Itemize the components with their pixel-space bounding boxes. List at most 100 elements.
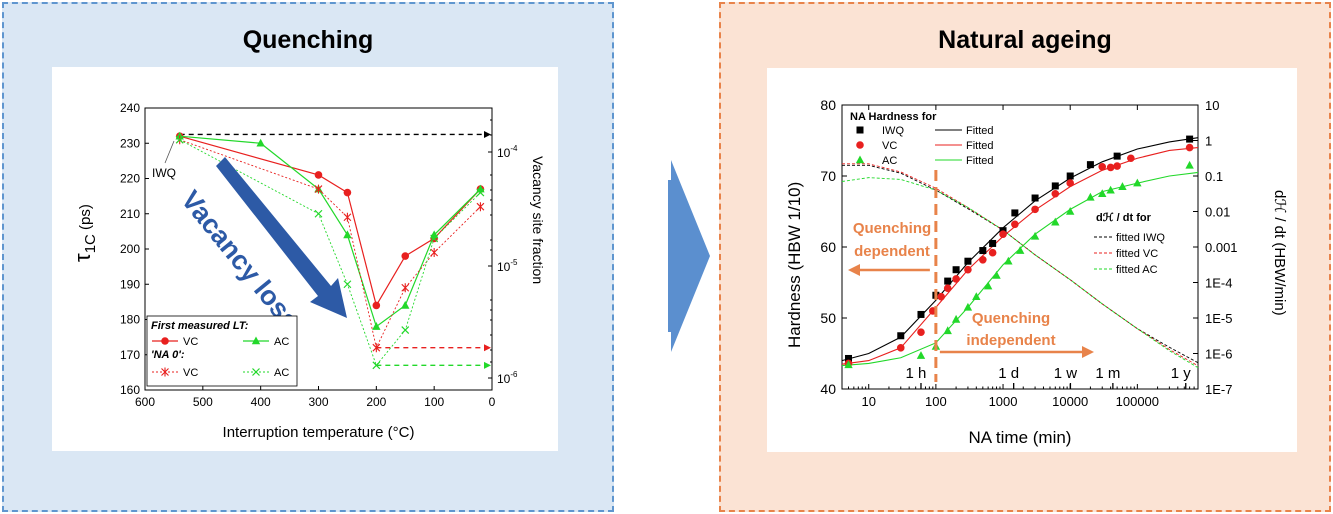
data-point <box>401 300 410 309</box>
data-point <box>897 332 905 340</box>
data-point <box>952 266 960 274</box>
data-point <box>844 360 853 369</box>
data-point <box>972 292 981 300</box>
legend-label: fitted IWQ <box>1116 232 1165 244</box>
data-point <box>1185 160 1194 169</box>
time-marker-label: 1 y <box>1171 365 1192 382</box>
time-marker-label: 1 h <box>906 365 927 382</box>
y-tick-label: 50 <box>820 310 836 326</box>
data-point <box>979 255 987 264</box>
data-point <box>896 344 905 352</box>
data-point <box>983 281 993 290</box>
data-point <box>1066 179 1074 187</box>
y2-tick-exponent: -5 <box>510 258 518 267</box>
legend: First measured LT:VC AC'NA 0':VC AC <box>146 315 298 387</box>
y2-tick-exponent: -6 <box>510 370 518 379</box>
data-point <box>1086 192 1095 201</box>
y-tick-label: 190 <box>120 277 140 291</box>
y2-tick-label: 1E-5 <box>1205 311 1232 326</box>
data-point <box>314 184 323 194</box>
vacancy-loss-arrow-icon <box>216 157 347 318</box>
y-tick-label: 220 <box>120 172 140 186</box>
x-axis-label: Interruption temperature (°C) <box>223 424 415 441</box>
data-point <box>999 230 1007 239</box>
y2-tick-label: 10-6 <box>497 370 518 386</box>
y2-tick-label: 0.01 <box>1205 205 1230 220</box>
data-point <box>963 302 973 311</box>
natural-ageing-panel: Natural ageing <box>719 2 1331 512</box>
data-point <box>314 171 323 179</box>
data-point <box>343 188 352 197</box>
y-tick-label: 80 <box>820 97 836 113</box>
data-point <box>845 354 853 362</box>
data-point <box>476 202 485 212</box>
x-tick-label: 200 <box>366 395 386 409</box>
y2-tick-label: 1E-6 <box>1205 347 1232 362</box>
independent-arrowhead-icon <box>1082 346 1094 358</box>
x-tick-label: 100000 <box>1116 394 1159 409</box>
y-tick-label: 70 <box>820 168 836 184</box>
data-point <box>1106 185 1115 194</box>
dependent-label-2: dependent <box>854 243 930 260</box>
data-point <box>964 257 972 265</box>
data-point <box>1185 143 1194 152</box>
legend-label: fitted VC <box>1116 248 1158 260</box>
data-point <box>1113 152 1121 160</box>
y-axis-label: τ1C (ps) <box>70 204 99 262</box>
reference-arrowhead <box>484 361 491 369</box>
data-point <box>1113 162 1121 170</box>
data-point <box>175 135 184 144</box>
data-point <box>1011 220 1019 229</box>
data-point <box>401 326 410 334</box>
y-tick-label: 200 <box>120 242 140 256</box>
legend-label: VC <box>183 336 198 348</box>
legend-header: 'NA 0': <box>151 349 185 361</box>
data-point <box>943 284 952 292</box>
data-point <box>1051 217 1060 226</box>
data-point <box>917 328 925 337</box>
iwq-annotation: IWQ <box>152 166 176 180</box>
hardness-vs-time-chart: 10 100 1000 10000 100000 40 50 60 70 80 10 1 0.1 0.01… <box>785 97 1288 447</box>
y-tick-label: 160 <box>120 383 140 397</box>
legend-title: dℋ / dt for <box>1096 212 1152 224</box>
legend-label: AC <box>274 367 289 379</box>
quenching-title: Quenching <box>242 26 374 54</box>
data-point <box>988 248 997 257</box>
x-tick-label: 100 <box>925 394 947 409</box>
data-point <box>1051 189 1060 198</box>
data-point <box>343 212 352 222</box>
natural-ageing-plot-area <box>767 68 1297 452</box>
x-tick-label: 10000 <box>1052 394 1088 409</box>
legend-label: fitted AC <box>1116 264 1158 276</box>
legend-marker <box>161 367 169 377</box>
x-tick-label: 100 <box>424 395 444 409</box>
dependent-label-1: Quenching <box>853 220 931 237</box>
rate-fit-line <box>841 177 1199 369</box>
data-point <box>1015 246 1025 254</box>
legend-marker <box>251 336 261 345</box>
y-axis-label-sub: 1C <box>82 234 99 253</box>
y2-tick-label: 1E-4 <box>1205 276 1232 291</box>
data-point <box>372 322 381 330</box>
data-point <box>964 265 972 274</box>
data-point <box>314 209 323 218</box>
lifetime-vs-temperature-chart: 600 500 400 300 200 100 0 160 170 180 190 200 210 220… <box>70 101 546 441</box>
y-tick-label: 40 <box>820 381 836 397</box>
y2-tick-label: 1 <box>1205 134 1212 149</box>
y-tick-label: 170 <box>120 348 140 362</box>
transition-arrow-icon <box>668 160 710 352</box>
data-point <box>979 247 987 255</box>
x-tick-label: 400 <box>251 395 271 409</box>
reference-arrowhead <box>484 344 491 352</box>
x-tick-label: 500 <box>193 395 213 409</box>
legend-title: NA Hardness for <box>850 111 937 123</box>
y-tick-label: 210 <box>120 207 140 221</box>
data-point <box>1133 178 1142 187</box>
iwq-pointer <box>164 140 175 164</box>
data-point <box>430 234 439 243</box>
y2-tick-label: 10-5 <box>497 258 518 274</box>
legend-label: Fitted <box>966 125 994 137</box>
x-tick-label: 1000 <box>989 394 1018 409</box>
data-point <box>476 188 485 197</box>
y2-tick-label: 10-4 <box>497 144 518 160</box>
